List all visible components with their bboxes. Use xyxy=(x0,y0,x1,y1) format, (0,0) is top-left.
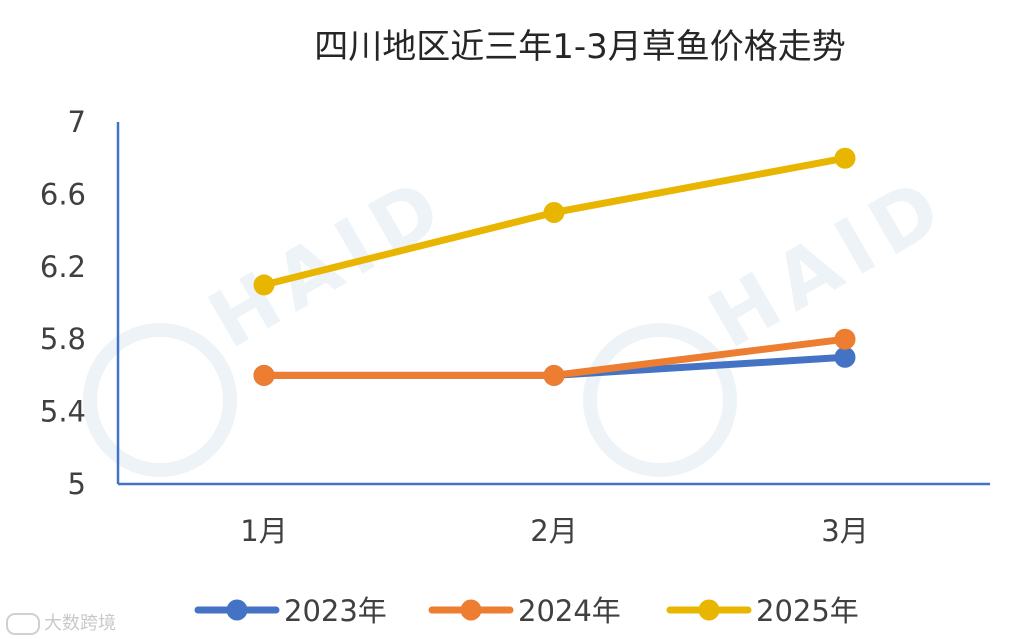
legend-swatch-marker xyxy=(698,599,720,621)
y-axis-ticks: 5 5.4 5.8 6.2 6.6 7 xyxy=(40,105,86,501)
legend-label: 2025年 xyxy=(756,594,859,628)
x-tick-label: 2月 xyxy=(530,514,577,548)
corner-watermark: 大数跨境 xyxy=(6,609,116,635)
watermark-group: HAID HAID xyxy=(83,159,965,477)
y-tick-label: 5.4 xyxy=(40,395,86,429)
series-layer xyxy=(253,147,856,386)
x-axis-ticks: 1月 2月 3月 xyxy=(240,514,868,548)
legend-label: 2024年 xyxy=(518,594,621,628)
corner-watermark-text: 大数跨境 xyxy=(44,613,116,634)
data-point-1-2 xyxy=(834,328,856,350)
data-point-2-2 xyxy=(834,147,856,169)
y-tick-label: 5 xyxy=(68,467,86,501)
y-tick-label: 5.8 xyxy=(40,322,86,356)
watermark-logo-icon xyxy=(583,323,737,477)
x-tick-label: 1月 xyxy=(240,514,287,548)
data-point-2-1 xyxy=(543,202,565,223)
y-tick-label: 7 xyxy=(68,105,86,139)
y-tick-label: 6.6 xyxy=(40,177,86,211)
watermark-text-right: HAID xyxy=(695,159,965,367)
y-tick-label: 6.2 xyxy=(40,250,86,284)
data-point-2-0 xyxy=(253,274,275,296)
corner-logo-icon xyxy=(6,613,40,635)
watermark-logo-icon xyxy=(83,323,237,477)
data-point-1-1 xyxy=(543,364,565,386)
chart-title: 四川地区近三年1-3月草鱼价格走势 xyxy=(314,27,846,67)
legend-label: 2023年 xyxy=(284,594,387,628)
legend: 2023年 2024年 2025年 xyxy=(194,594,859,628)
data-point-1-0 xyxy=(253,364,275,386)
x-tick-label: 3月 xyxy=(821,514,868,548)
watermark-text-left: HAID xyxy=(195,159,465,367)
data-point-0-2 xyxy=(834,346,856,368)
legend-swatch-marker xyxy=(460,599,482,621)
legend-swatch-marker xyxy=(226,599,248,621)
